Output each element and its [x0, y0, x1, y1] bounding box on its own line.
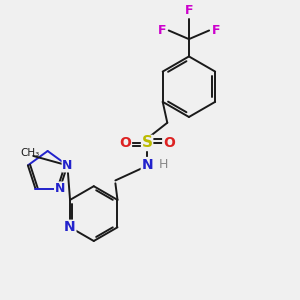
Text: S: S — [142, 135, 153, 150]
Text: F: F — [185, 4, 193, 17]
Text: CH₃: CH₃ — [21, 148, 40, 158]
Text: N: N — [64, 220, 76, 234]
Text: O: O — [120, 136, 131, 150]
Text: O: O — [163, 136, 175, 150]
Text: N: N — [62, 159, 73, 172]
Text: N: N — [141, 158, 153, 172]
Text: F: F — [158, 24, 167, 37]
Text: H: H — [158, 158, 168, 171]
Text: N: N — [55, 182, 65, 195]
Text: F: F — [212, 24, 220, 37]
